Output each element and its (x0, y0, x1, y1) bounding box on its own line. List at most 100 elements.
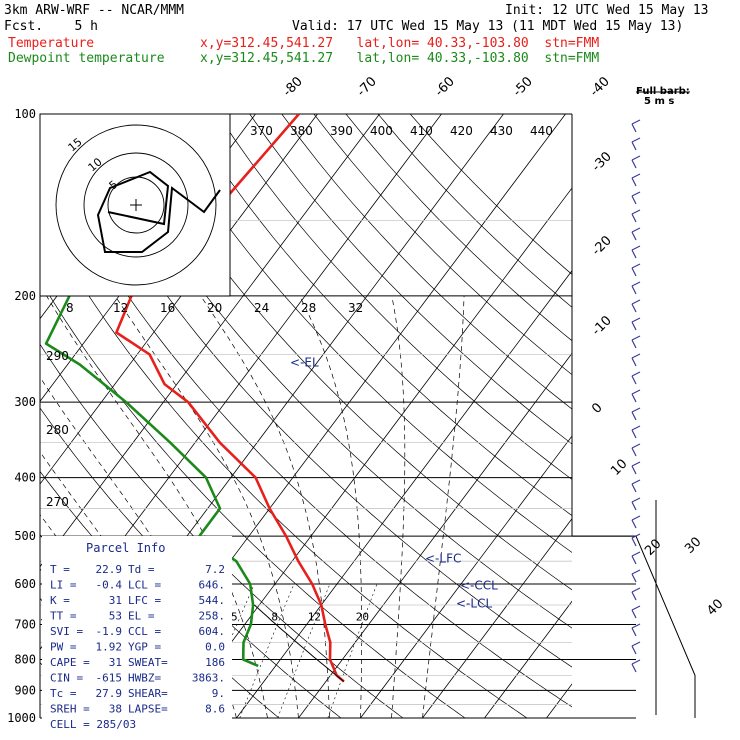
dry-adiabat-line (281, 114, 572, 410)
isotherm-line (40, 114, 380, 568)
init-time: Init: 12 UTC Wed 15 May 13 (505, 3, 709, 18)
wind-barb-staff (631, 407, 641, 413)
parcel-info-value: 9. (212, 687, 225, 700)
wind-barb-staff (631, 299, 641, 305)
model-title: 3km ARW-WRF -- NCAR/MMM (4, 3, 185, 18)
isotherm-label: -30 (589, 149, 615, 175)
mixing-ratio-line (239, 583, 295, 719)
wind-barb-staff (631, 551, 641, 557)
isotherm-label: -70 (354, 74, 380, 100)
parcel-info-title: Parcel Info (86, 541, 165, 555)
parcel-info-value: SHEAR= (128, 687, 168, 700)
isotherm-line (422, 518, 572, 719)
wind-barb-flag (631, 195, 637, 205)
parcel-info-value: 3863. (192, 672, 225, 685)
mixing-ratio-label: 8 (271, 610, 278, 623)
wind-barb-staff (631, 281, 641, 287)
isotherm-label: -50 (510, 74, 536, 100)
parcel-info-value: CCL = (128, 625, 161, 638)
dry-adiabat-line (313, 114, 572, 376)
wind-barb-flag (631, 375, 637, 385)
wind-barb-flag (631, 267, 637, 277)
wind-barb-staff (631, 623, 641, 629)
pressure-label: 600 (14, 577, 36, 591)
wind-barb-staff (631, 497, 641, 503)
parcel-info-value: SWEAT= (128, 656, 168, 669)
parcel-info-value: -1.9 (96, 625, 123, 638)
wind-barb-staff (631, 317, 641, 323)
mixing-ratio-label: 5 (231, 610, 238, 623)
wind-barb-staff (631, 371, 641, 377)
isotherm-line (298, 352, 572, 719)
isotherm-label: 20 (642, 537, 664, 559)
parcel-info-value: 0.0 (205, 641, 225, 654)
mixing-ratio-label: 20 (356, 610, 369, 623)
isotherm-label: -20 (589, 233, 615, 259)
kts-axis-label: 32 (348, 301, 363, 315)
wind-barb-flag (631, 177, 637, 187)
wind-barb-flag (631, 573, 637, 583)
parcel-info-value: 27.9 (96, 687, 123, 700)
parcel-info-value: 38 (109, 703, 122, 716)
wind-barb-staff (631, 137, 641, 143)
wind-barb-staff (631, 479, 641, 485)
moist-adiabat-line (200, 295, 330, 718)
moist-adiabat-line (299, 295, 363, 718)
parcel-info-value: Tc = (50, 687, 77, 700)
level-marker-label: <-CCL (460, 579, 498, 593)
isotherm-label: 10 (608, 457, 630, 479)
parcel-info-value: -615 (96, 672, 123, 685)
isotherm-line (0, 114, 8, 718)
wind-barb-flag (631, 159, 637, 169)
wind-barb-staff (631, 227, 641, 233)
pressure-label: 200 (14, 289, 36, 303)
theta-label: 420 (450, 124, 473, 138)
wind-barb-flag (631, 231, 637, 241)
wind-barb-staff (631, 155, 641, 161)
dewpoint-profile-line (44, 114, 259, 668)
theta-label: 430 (490, 124, 513, 138)
legend-temperature-coords: x,y=312.45,541.27 lat,lon= 40.33,-103.80… (200, 36, 600, 51)
kts-axis-label: 16 (160, 301, 175, 315)
mixing-ratio-line (197, 583, 255, 719)
wind-barb-flag (631, 645, 637, 655)
wind-barb-staff (631, 335, 641, 341)
parcel-info-value: CELL = 285/03 (50, 718, 136, 731)
wind-barb-flag (631, 537, 637, 547)
isotherm-line (546, 683, 572, 719)
pressure-label: 1000 (7, 711, 36, 725)
wind-barb-flag (631, 483, 637, 493)
wind-barb-flag (631, 357, 637, 367)
isotherm-label: -60 (432, 74, 458, 100)
theta-label: 440 (530, 124, 553, 138)
pressure-label: 300 (14, 395, 36, 409)
parcel-info-value: 7.2 (205, 563, 225, 576)
pressure-label: 500 (14, 529, 36, 543)
wind-barb-flag (631, 519, 637, 529)
theta-label: 280 (46, 423, 69, 437)
theta-label: 410 (410, 124, 433, 138)
parcel-info-value: 31 (109, 594, 122, 607)
wind-barb-flag (631, 429, 637, 439)
parcel-info-value: Td = (128, 563, 155, 576)
parcel-info-value: SREH = (50, 703, 90, 716)
wind-barb-staff (631, 425, 641, 431)
wind-barb-staff (631, 641, 641, 647)
valid-time: Valid: 17 UTC Wed 15 May 13 (11 MDT Wed … (292, 19, 684, 34)
wind-barb-flag (631, 627, 637, 637)
isotherm-label: -10 (589, 313, 615, 339)
wind-barb-flag (631, 555, 637, 565)
parcel-info-value: 258. (199, 610, 226, 623)
legend-dewpoint-coords: x,y=312.45,541.27 lat,lon= 40.33,-103.80… (200, 51, 600, 66)
moist-adiabat-line (391, 295, 406, 719)
wind-barb-flag (631, 339, 637, 349)
parcel-info-value: SVI = (50, 625, 83, 638)
wind-barb-flag (631, 465, 637, 475)
wind-barb-flag (631, 249, 637, 259)
barb-legend-units: 5 m s (644, 96, 674, 107)
parcel-info-value: TT = (50, 610, 77, 623)
dry-adiabat-line (217, 114, 572, 480)
wind-barb-staff (631, 659, 641, 665)
kts-axis-label: 12 (113, 301, 128, 315)
isotherm-label: 0 (589, 400, 605, 416)
